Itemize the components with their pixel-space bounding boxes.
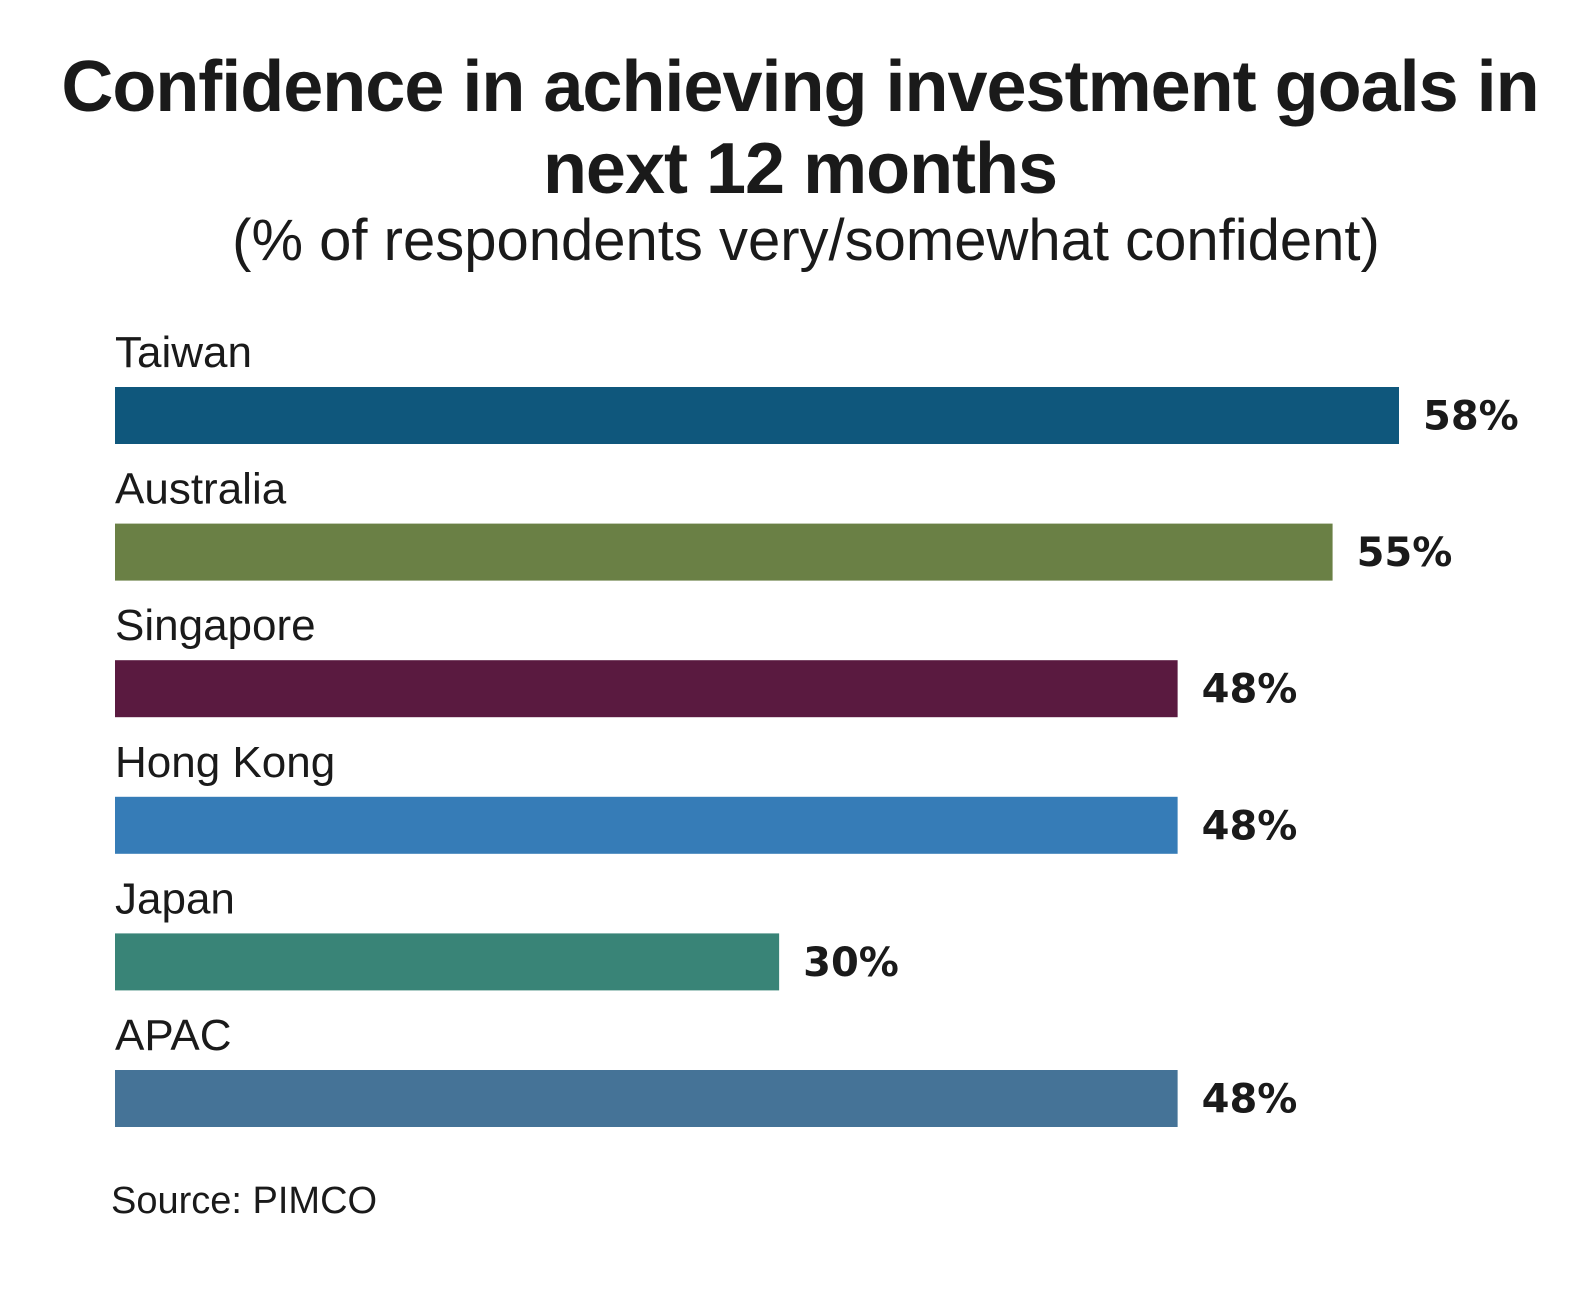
category-label: Singapore xyxy=(115,601,316,650)
category-label: Hong Kong xyxy=(115,738,335,787)
chart-title: Confidence in achieving investment goals… xyxy=(61,47,1539,209)
category-label: Japan xyxy=(115,874,235,923)
category-label: Taiwan xyxy=(115,328,252,377)
bar xyxy=(115,796,1178,854)
value-label: 55% xyxy=(1357,530,1453,576)
value-label: 48% xyxy=(1202,803,1298,849)
value-label: 30% xyxy=(803,940,899,986)
category-label: APAC xyxy=(115,1011,232,1060)
category-label: Australia xyxy=(115,465,287,514)
bar xyxy=(115,1070,1178,1127)
chart-subtitle: (% of respondents very/somewhat confiden… xyxy=(232,208,1380,273)
value-label: 58% xyxy=(1423,394,1519,440)
bar xyxy=(115,387,1399,444)
value-label: 48% xyxy=(1202,1077,1298,1123)
chart-source: Source: PIMCO xyxy=(111,1180,378,1222)
value-label: 48% xyxy=(1202,667,1298,713)
bar xyxy=(115,660,1178,718)
bar xyxy=(115,523,1333,581)
bar xyxy=(115,933,780,991)
